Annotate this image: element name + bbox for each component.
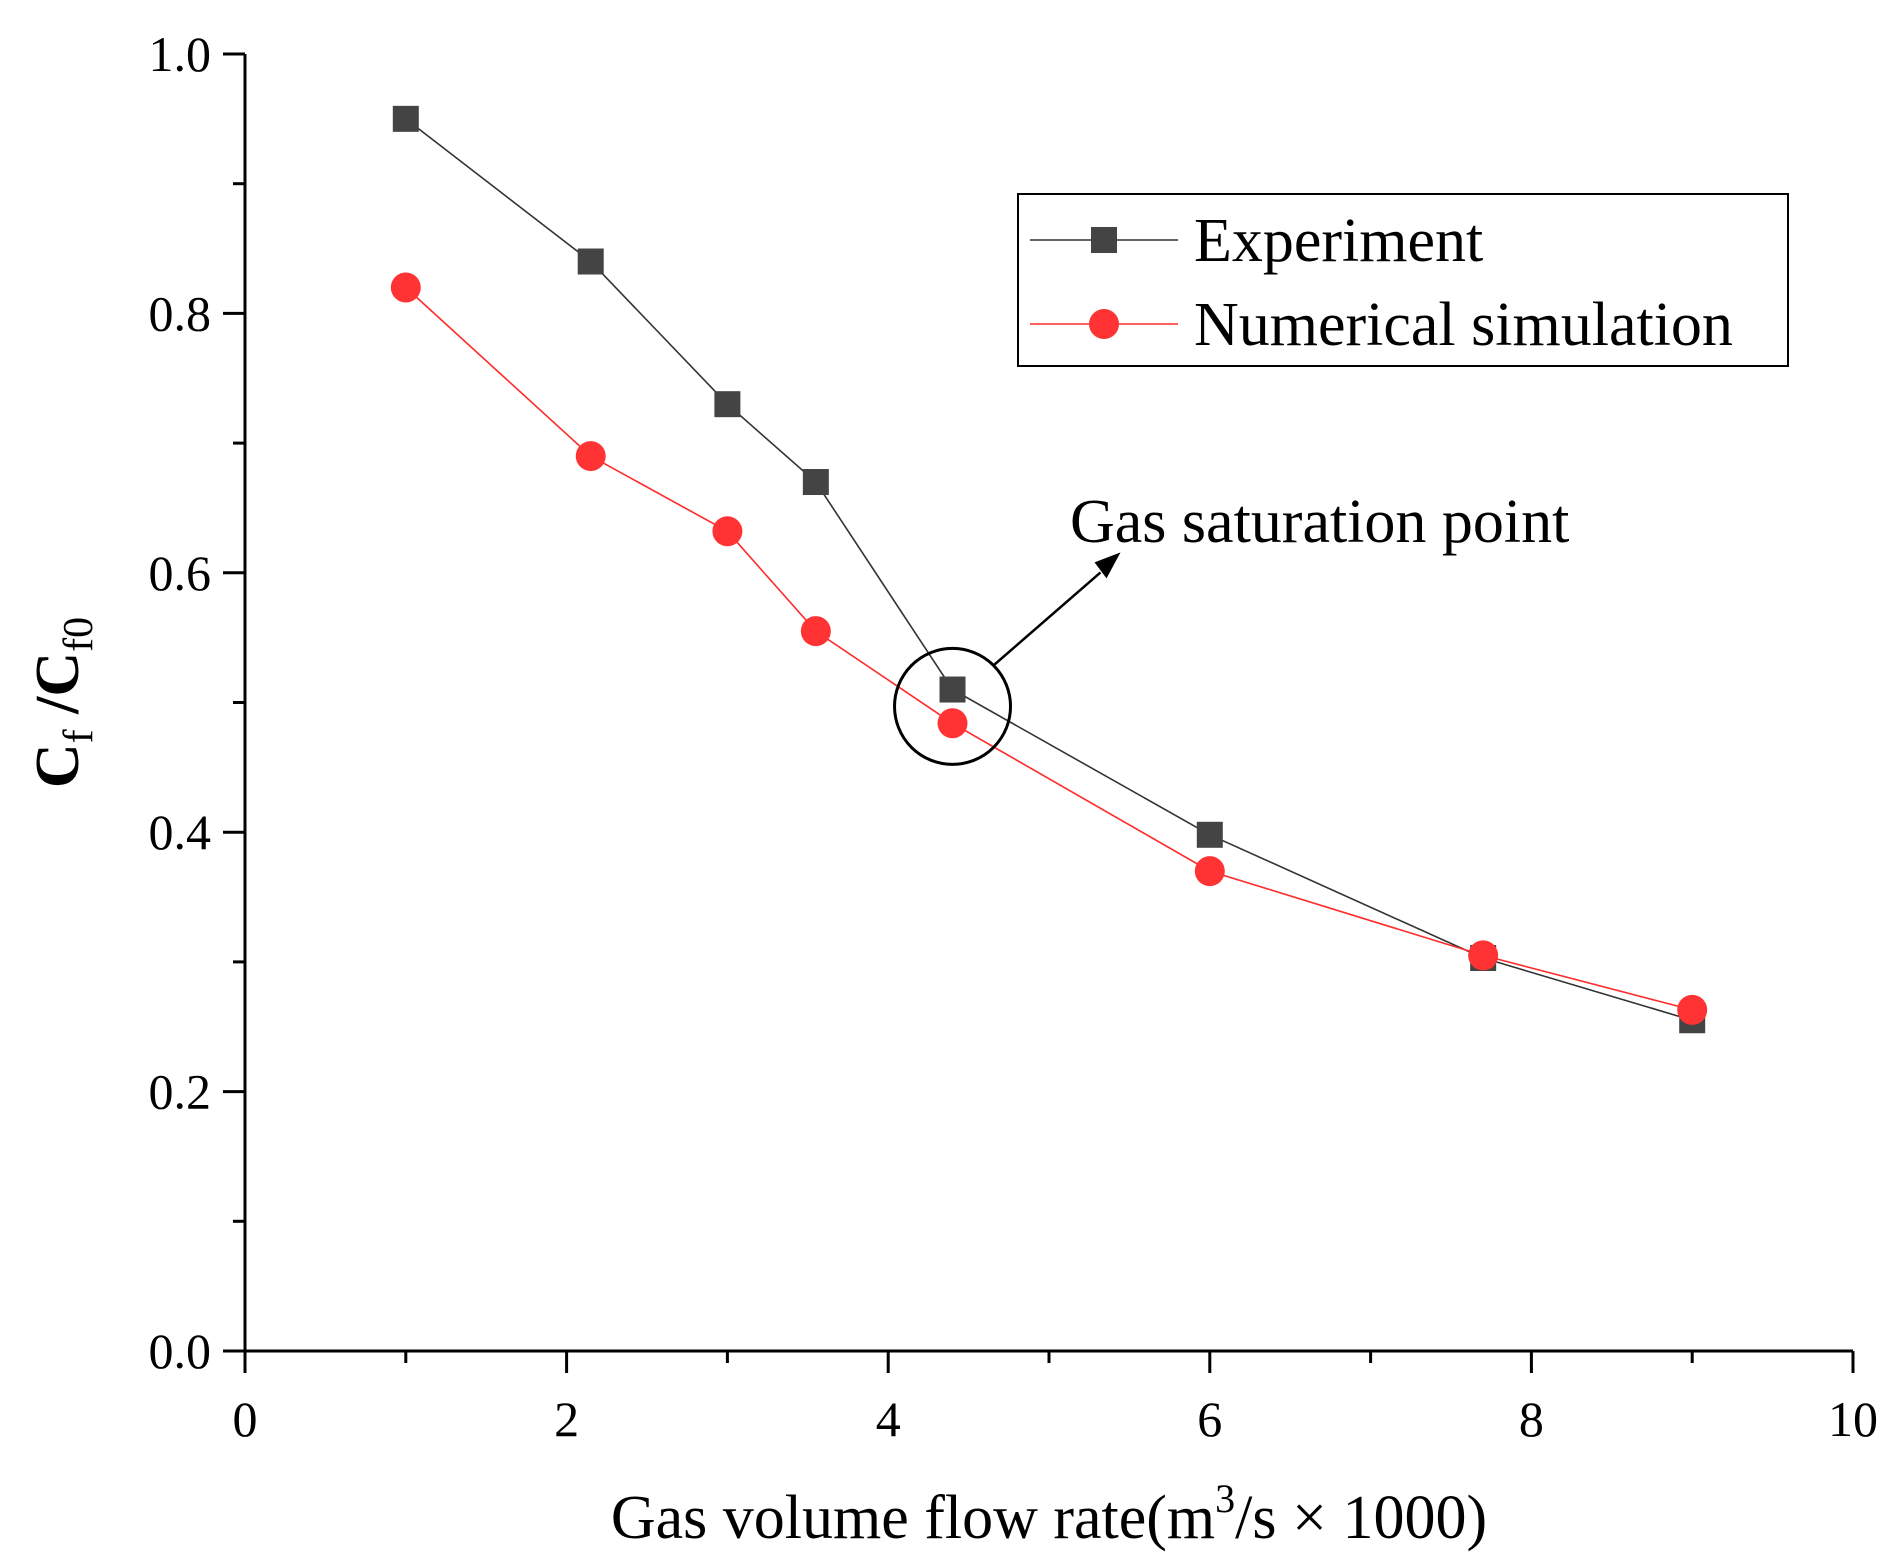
- x-axis-title: Gas volume flow rate(m3/s × 1000): [611, 1476, 1487, 1552]
- legend-marker-numerical-simulation: [1089, 309, 1119, 339]
- y-axis-title: Cf /Cf0: [24, 617, 102, 788]
- series-layer: [390, 105, 1708, 1034]
- series-numerical-simulation: [390, 272, 1708, 1025]
- annotation-arrow-line: [992, 571, 1102, 667]
- annotation-layer: Gas saturation point: [893, 488, 1569, 766]
- data-point-experiment: [802, 469, 829, 496]
- data-point-numerical-simulation: [575, 441, 606, 472]
- legend-label-experiment: Experiment: [1194, 207, 1483, 275]
- series-line-experiment: [405, 118, 1693, 1022]
- data-point-numerical-simulation: [800, 616, 831, 647]
- series-line-numerical-simulation: [405, 286, 1693, 1011]
- legend-box: [1017, 193, 1789, 367]
- data-point-numerical-simulation: [1677, 994, 1708, 1025]
- y-tick-label: 0.6: [149, 545, 212, 601]
- data-point-experiment: [577, 248, 604, 275]
- x-tick-label: 0: [233, 1391, 258, 1447]
- data-point-numerical-simulation: [712, 516, 743, 547]
- y-axis-title-slash: /: [24, 696, 92, 730]
- x-axis-title-suffix: /s × 1000): [1235, 1484, 1487, 1552]
- annotation-label: Gas saturation point: [1070, 488, 1569, 556]
- x-tick-label: 2: [554, 1391, 579, 1447]
- y-axis-title-c2: C: [24, 652, 92, 697]
- data-point-numerical-simulation: [937, 708, 968, 739]
- y-axis-title-sub1: f: [56, 729, 102, 743]
- y-tick-label: 0.0: [149, 1323, 212, 1379]
- data-point-experiment: [714, 391, 741, 418]
- y-axis-title-sub2: f0: [56, 617, 102, 652]
- data-point-experiment: [939, 676, 966, 703]
- data-point-experiment: [1196, 821, 1223, 848]
- data-point-numerical-simulation: [390, 272, 421, 303]
- x-axis-title-superscript: 3: [1215, 1476, 1235, 1521]
- annotation-arrowhead: [1094, 552, 1121, 579]
- x-tick-label: 10: [1828, 1391, 1878, 1447]
- x-axis-title-prefix: Gas volume flow rate(m: [611, 1484, 1215, 1552]
- legend: Experiment Numerical simulation: [1017, 193, 1789, 367]
- y-tick-label: 0.4: [149, 804, 212, 860]
- axes: 0 2 4 6 8 10 0.0 0.2 0.4 0.6 0.8 1.0: [149, 26, 1879, 1447]
- legend-marker-experiment: [1091, 227, 1117, 253]
- x-tick-label: 8: [1519, 1391, 1544, 1447]
- y-axis-title-c1: C: [24, 743, 92, 788]
- y-tick-label: 0.8: [149, 285, 212, 341]
- y-tick-label: 0.2: [149, 1064, 212, 1120]
- data-point-numerical-simulation: [1468, 940, 1499, 971]
- legend-label-numerical-simulation: Numerical simulation: [1194, 291, 1733, 359]
- annotation-circle: [893, 646, 1013, 766]
- x-tick-label: 6: [1197, 1391, 1222, 1447]
- data-point-numerical-simulation: [1194, 856, 1225, 887]
- x-tick-label: 4: [876, 1391, 901, 1447]
- data-point-experiment: [392, 105, 419, 132]
- y-tick-label: 1.0: [149, 26, 212, 82]
